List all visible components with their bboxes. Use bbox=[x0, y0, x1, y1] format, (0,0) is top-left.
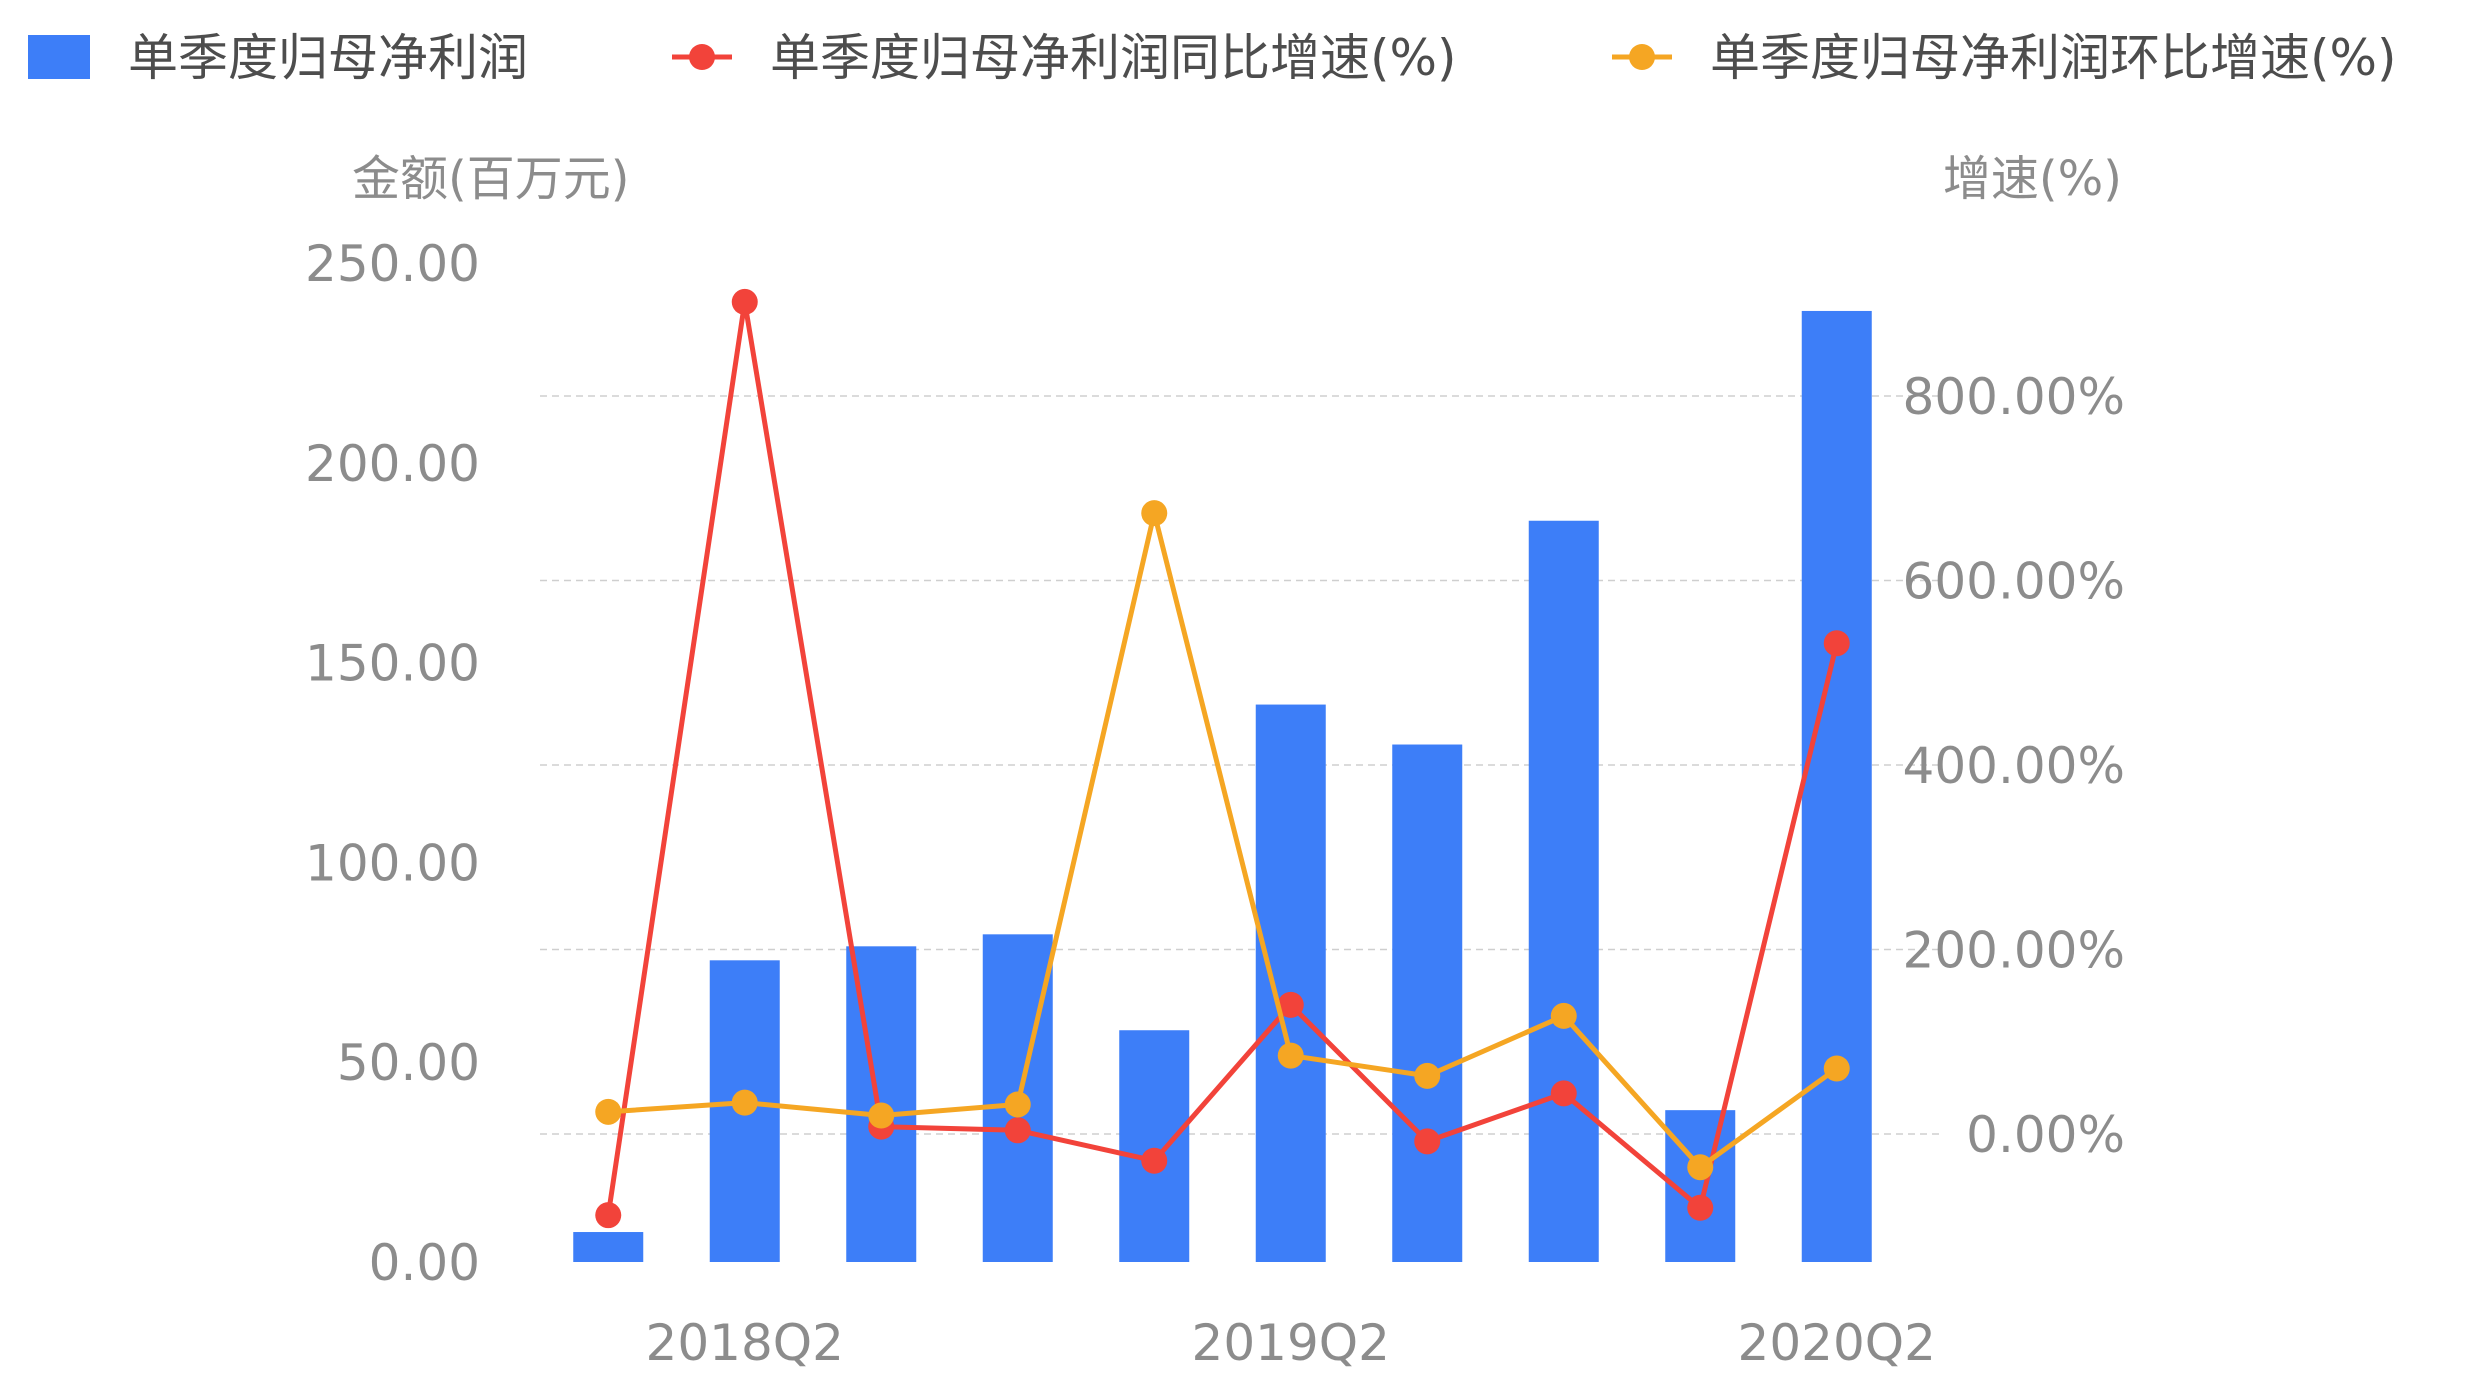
point-series-1-2019Q3 bbox=[1414, 1128, 1441, 1155]
point-series-2-2019Q4 bbox=[1550, 1002, 1577, 1029]
point-series-1-2018Q1 bbox=[595, 1202, 622, 1229]
x-axis-tick-label: 2019Q2 bbox=[1192, 1314, 1390, 1372]
left-axis-tick-label: 0.00 bbox=[369, 1234, 480, 1292]
point-series-2-2020Q2 bbox=[1823, 1055, 1850, 1082]
right-axis-tick-label: 800.00% bbox=[1903, 368, 2125, 426]
right-axis-tick-label: 400.00% bbox=[1903, 737, 2125, 795]
x-axis-tick-label: 2020Q2 bbox=[1738, 1314, 1936, 1372]
point-series-2-2018Q3 bbox=[868, 1102, 895, 1129]
bar-2019Q3 bbox=[1392, 744, 1463, 1262]
legend-label-line-2: 单季度归母净利润环比增速(%) bbox=[1710, 29, 2397, 87]
left-axis-tick-label: 250.00 bbox=[305, 235, 480, 293]
point-series-2-2018Q4 bbox=[1004, 1091, 1031, 1118]
bar-2019Q2 bbox=[1255, 704, 1326, 1262]
point-series-2-2018Q2 bbox=[731, 1089, 758, 1116]
point-series-1-2019Q1 bbox=[1141, 1147, 1168, 1174]
right-axis-tick-label: 200.00% bbox=[1903, 922, 2125, 980]
right-axis-title: 增速(%) bbox=[1943, 151, 2122, 207]
left-axis-tick-label: 50.00 bbox=[337, 1034, 480, 1092]
legend-marker-2 bbox=[1629, 44, 1655, 70]
right-axis-tick-label: 0.00% bbox=[1966, 1106, 2125, 1164]
left-axis-tick-label: 200.00 bbox=[305, 435, 480, 493]
point-series-2-2019Q1 bbox=[1141, 500, 1168, 527]
point-series-1-2019Q2 bbox=[1277, 991, 1304, 1018]
right-axis-tick-label: 600.00% bbox=[1903, 553, 2125, 611]
bar-2019Q4 bbox=[1528, 520, 1599, 1262]
bar-2019Q1 bbox=[1119, 1030, 1190, 1262]
point-series-2-2018Q1 bbox=[595, 1098, 622, 1125]
point-series-1-2018Q2 bbox=[731, 288, 758, 315]
left-axis-tick-label: 100.00 bbox=[305, 834, 480, 892]
point-series-1-2019Q4 bbox=[1550, 1080, 1577, 1107]
legend-label-line-1: 单季度归母净利润同比增速(%) bbox=[770, 29, 1457, 87]
legend-label-bar: 单季度归母净利润 bbox=[128, 29, 528, 87]
point-series-2-2019Q3 bbox=[1414, 1062, 1441, 1089]
bar-2020Q2 bbox=[1801, 310, 1872, 1262]
left-axis-title: 金额(百万元) bbox=[352, 151, 629, 207]
bar-2018Q1 bbox=[573, 1232, 644, 1262]
point-series-2-2019Q2 bbox=[1277, 1042, 1304, 1069]
legend-marker-1 bbox=[689, 44, 715, 70]
x-axis-tick-label: 2018Q2 bbox=[646, 1314, 844, 1372]
left-axis-tick-label: 150.00 bbox=[305, 635, 480, 693]
line-series-2 bbox=[608, 510, 1839, 1170]
point-series-1-2020Q1 bbox=[1687, 1194, 1714, 1221]
legend-swatch-bar bbox=[28, 35, 90, 79]
line-series-1 bbox=[605, 299, 1840, 1216]
point-series-1-2018Q4 bbox=[1004, 1117, 1031, 1144]
point-series-1-2020Q2 bbox=[1823, 630, 1850, 657]
point-series-2-2020Q1 bbox=[1687, 1154, 1714, 1181]
